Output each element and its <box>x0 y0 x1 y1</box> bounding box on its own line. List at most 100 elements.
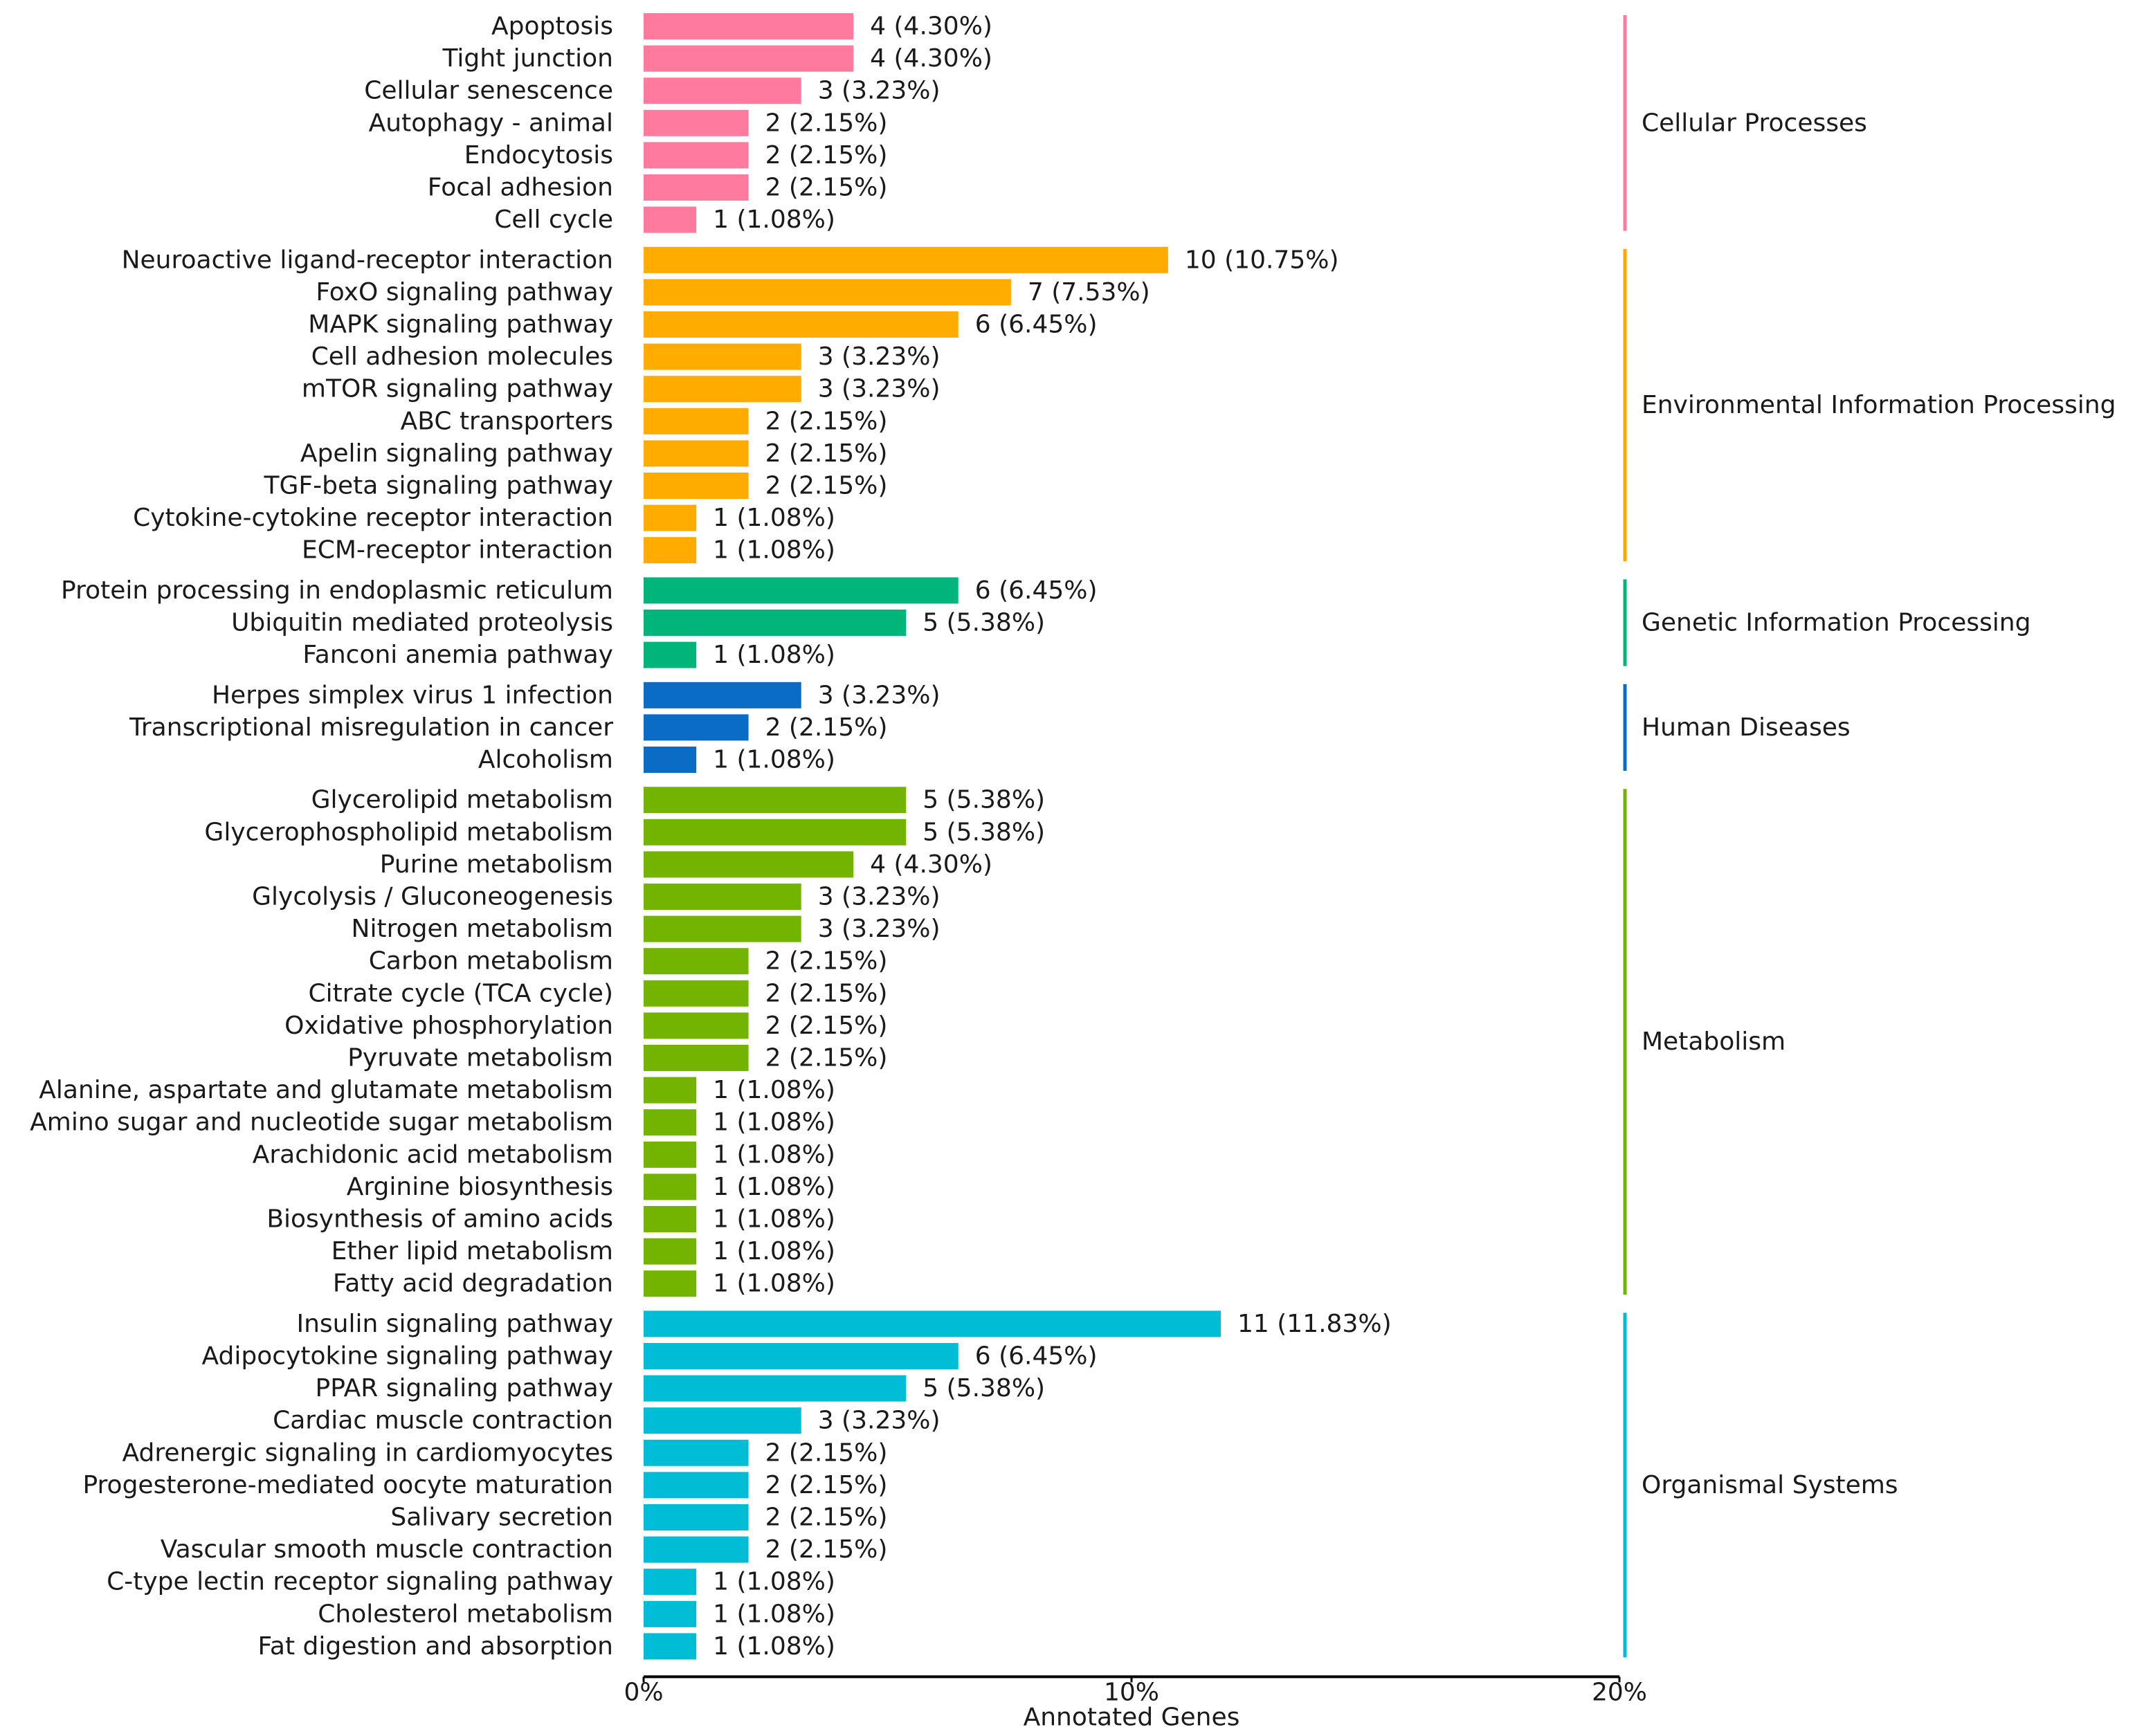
bar-cell-cycle <box>644 206 697 233</box>
category-label: Autophagy - animal <box>369 109 613 137</box>
data-label: 3 (3.23%) <box>818 883 941 911</box>
category-label: Biosynthesis of amino acids <box>266 1205 613 1234</box>
category-label: Glycerolipid metabolism <box>311 786 613 814</box>
category-label: Glycerophospholipid metabolism <box>204 818 613 846</box>
data-label: 7 (7.53%) <box>1028 278 1150 307</box>
category-label: Fat digestion and absorption <box>257 1632 613 1661</box>
category-label: Fanconi anemia pathway <box>302 641 613 669</box>
category-label: ABC transporters <box>401 407 613 435</box>
data-label: 5 (5.38%) <box>923 1374 1045 1402</box>
data-label: 2 (2.15%) <box>765 174 888 202</box>
data-label: 2 (2.15%) <box>765 1535 888 1564</box>
bar-alanine-aspartate-and-glutamate-metabolism <box>644 1077 697 1104</box>
bar-transcriptional-misregulation-in-cancer <box>644 714 749 741</box>
bar-abc-transporters <box>644 408 749 435</box>
category-label: Salivary secretion <box>390 1504 613 1532</box>
bar-ecm-receptor-interaction <box>644 537 697 564</box>
group-label-environmental-information-processing: Environmental Information Processing <box>1642 391 2116 419</box>
bar-citrate-cycle-tca-cycle <box>644 980 749 1007</box>
data-label: 1 (1.08%) <box>713 1076 835 1104</box>
category-label: TGF-beta signaling pathway <box>264 472 613 500</box>
data-label: 2 (2.15%) <box>765 439 888 468</box>
bar-neuroactive-ligand-receptor-interaction <box>644 246 1168 273</box>
category-label: Tight junction <box>442 44 614 73</box>
category-label: Ether lipid metabolism <box>331 1237 613 1266</box>
data-label: 1 (1.08%) <box>713 1173 835 1201</box>
data-label: 2 (2.15%) <box>765 1471 888 1499</box>
data-label: 1 (1.08%) <box>713 1205 835 1234</box>
bar-fat-digestion-and-absorption <box>644 1633 697 1660</box>
category-label: mTOR signaling pathway <box>302 375 613 403</box>
data-label: 4 (4.30%) <box>870 12 992 41</box>
data-label: 11 (11.83%) <box>1237 1310 1392 1338</box>
data-label: 3 (3.23%) <box>818 915 941 943</box>
category-label: Focal adhesion <box>428 174 613 202</box>
data-label: 6 (6.45%) <box>975 576 1098 605</box>
bar-nitrogen-metabolism <box>644 915 801 942</box>
bar-mtor-signaling-pathway <box>644 376 801 403</box>
category-label: FoxO signaling pathway <box>316 278 613 307</box>
data-label: 2 (2.15%) <box>765 1012 888 1040</box>
category-label: Ubiquitin mediated proteolysis <box>231 609 613 637</box>
category-label: Amino sugar and nucleotide sugar metabol… <box>30 1108 613 1137</box>
data-label: 1 (1.08%) <box>713 641 835 669</box>
category-label: Adrenergic signaling in cardiomyocytes <box>122 1438 613 1467</box>
category-label: Vascular smooth muscle contraction <box>161 1535 613 1564</box>
group-human-diseases: Herpes simplex virus 1 infection 3 (3.23%… <box>129 681 940 774</box>
bar-c-type-lectin-receptor-signaling-pathway <box>644 1569 697 1596</box>
category-label: Carbon metabolism <box>369 947 613 976</box>
bar-pyruvate-metabolism <box>644 1045 749 1071</box>
data-label: 3 (3.23%) <box>818 342 941 371</box>
category-label: Protein processing in endoplasmic reticu… <box>61 576 613 605</box>
data-label: 1 (1.08%) <box>713 1237 835 1266</box>
data-label: 1 (1.08%) <box>713 1600 835 1628</box>
group-brackets-layer: Cellular Processes Environmental Informat… <box>1623 15 2116 1658</box>
data-label: 5 (5.38%) <box>923 609 1045 637</box>
data-label: 6 (6.45%) <box>975 311 1098 339</box>
x-tick-label: 10% <box>1104 1678 1159 1706</box>
data-label: 5 (5.38%) <box>923 818 1045 846</box>
bar-arginine-biosynthesis <box>644 1173 697 1200</box>
bar-fatty-acid-degradation <box>644 1270 697 1297</box>
data-label: 1 (1.08%) <box>713 205 835 234</box>
bar-biosynthesis-of-amino-acids <box>644 1206 697 1232</box>
data-label: 10 (10.75%) <box>1185 246 1339 274</box>
category-label: Arginine biosynthesis <box>347 1173 613 1201</box>
bar-salivary-secretion <box>644 1504 749 1531</box>
data-label: 1 (1.08%) <box>713 1568 835 1596</box>
bar-ppar-signaling-pathway <box>644 1375 907 1402</box>
data-label: 2 (2.15%) <box>765 979 888 1007</box>
bar-cardiac-muscle-contraction <box>644 1407 801 1434</box>
category-label: PPAR signaling pathway <box>316 1374 613 1402</box>
bar-ubiquitin-mediated-proteolysis <box>644 610 907 636</box>
bar-cellular-senescence <box>644 77 801 104</box>
category-label: Alcoholism <box>478 746 613 774</box>
category-label: Nitrogen metabolism <box>352 915 613 943</box>
x-axis: Annotated Genes 0% 10% 20% <box>624 1675 1647 1731</box>
category-label: Purine metabolism <box>380 850 613 879</box>
data-label: 2 (2.15%) <box>765 713 888 742</box>
group-label-cellular-processes: Cellular Processes <box>1642 109 1867 137</box>
category-label: Insulin signaling pathway <box>296 1310 613 1338</box>
bar-endocytosis <box>644 142 749 169</box>
category-label: Citrate cycle (TCA cycle) <box>308 979 613 1007</box>
group-label-metabolism: Metabolism <box>1642 1027 1786 1056</box>
group-label-genetic-information-processing: Genetic Information Processing <box>1642 609 2030 637</box>
bar-arachidonic-acid-metabolism <box>644 1141 697 1168</box>
bar-foxo-signaling-pathway <box>644 279 1011 306</box>
data-label: 1 (1.08%) <box>713 1108 835 1137</box>
data-label: 1 (1.08%) <box>713 504 835 532</box>
data-label: 2 (2.15%) <box>765 407 888 435</box>
category-label: C-type lectin receptor signaling pathway <box>107 1568 613 1596</box>
bar-cell-adhesion-molecules <box>644 343 801 370</box>
data-label: 6 (6.45%) <box>975 1342 1098 1371</box>
group-cellular-processes: Apoptosis 4 (4.30%) Tight junction 4 (4.30%… <box>364 12 992 235</box>
data-label: 1 (1.08%) <box>713 536 835 565</box>
x-axis-title: Annotated Genes <box>1024 1703 1240 1731</box>
category-label: Cell cycle <box>494 205 613 234</box>
category-label: Cardiac muscle contraction <box>273 1407 613 1435</box>
group-genetic-information-processing: Protein processing in endoplasmic reticu… <box>61 576 1097 669</box>
data-label: 4 (4.30%) <box>870 850 992 879</box>
category-label: Transcriptional misregulation in cancer <box>129 713 613 742</box>
category-label: Endocytosis <box>464 141 613 170</box>
